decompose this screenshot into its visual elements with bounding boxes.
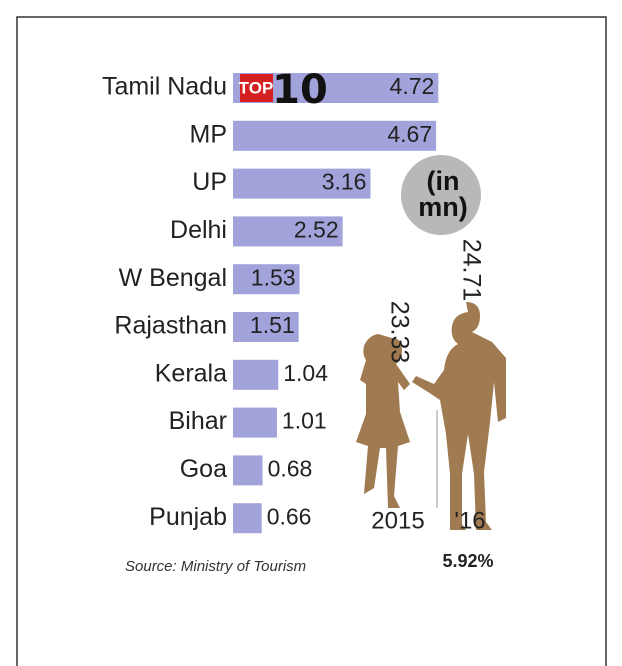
value-label: 4.67	[387, 121, 432, 147]
bar	[233, 503, 262, 534]
badge-top: TOP	[239, 78, 274, 97]
bar	[233, 120, 437, 151]
source: Source: Ministry of Tourism	[125, 558, 306, 575]
value-label: 0.68	[268, 455, 313, 481]
value-label: 1.01	[282, 408, 327, 434]
bar	[233, 264, 300, 295]
bar	[233, 359, 279, 390]
value-label: 0.66	[267, 503, 312, 529]
category-label: Goa	[180, 455, 227, 483]
value-label: 1.04	[283, 360, 328, 386]
unit-word: (in	[427, 166, 460, 196]
bar	[233, 216, 343, 247]
growth-label: 5.92%	[442, 551, 493, 571]
value-label: 4.72	[390, 73, 435, 99]
category-label: Tamil Nadu	[102, 73, 227, 101]
figure	[356, 334, 410, 508]
category-label: W Bengal	[119, 264, 227, 292]
frame	[16, 16, 607, 666]
badge-number: 10	[272, 67, 328, 113]
year-label: 2015	[371, 507, 424, 534]
value-label: 1.53	[251, 264, 296, 290]
value-label: 23.33	[385, 301, 413, 364]
unit-circle	[401, 155, 481, 235]
unit-label: (in mn)	[418, 166, 468, 222]
category-label: Rajasthan	[114, 312, 227, 340]
category-label: MP	[190, 120, 228, 148]
bar	[233, 168, 371, 199]
bar	[233, 312, 299, 342]
category-label: UP	[192, 168, 227, 196]
category-label: Kerala	[155, 359, 227, 387]
bar	[233, 407, 277, 438]
figure	[412, 302, 506, 530]
year-label: '16	[454, 507, 485, 534]
badge-box	[240, 74, 273, 102]
unit-word: mn)	[418, 192, 468, 222]
value-label: 24.71	[457, 239, 485, 302]
value-label: 2.52	[294, 216, 339, 242]
category-label: Bihar	[169, 407, 227, 435]
category-label: Delhi	[170, 216, 227, 244]
value-label: 1.51	[250, 312, 295, 338]
category-label: Punjab	[149, 503, 227, 531]
bar	[233, 455, 263, 486]
value-label: 3.16	[322, 169, 367, 195]
